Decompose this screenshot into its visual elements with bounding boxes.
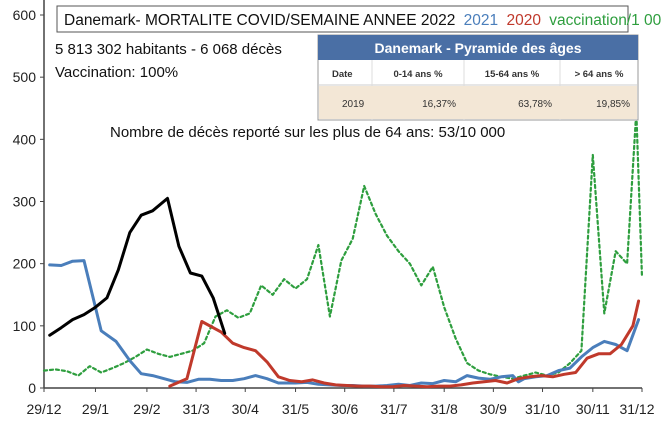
- table-cell-date: 2019: [342, 99, 365, 110]
- info-vaccination: Vaccination: 100%: [55, 64, 178, 81]
- series-line-2021: [48, 259, 641, 388]
- x-tick-label: 31/12: [619, 401, 654, 417]
- table-cell-over-64: 19,85%: [596, 99, 630, 110]
- series-line-2022: [48, 196, 227, 337]
- series-line-vaccination-1-000: [42, 110, 644, 380]
- y-tick-label: 500: [13, 69, 37, 85]
- chart-title: Danemark- MORTALITE COVID/SEMAINE ANNEE …: [64, 12, 661, 29]
- info-population: 5 813 302 habitants - 6 068 décès: [55, 41, 282, 58]
- table-title-bar: [318, 35, 638, 60]
- table-cell-0-14: 16,37%: [422, 99, 456, 110]
- x-tick-label: 30/9: [480, 401, 507, 417]
- table-header-over-64: > 64 ans %: [575, 69, 624, 80]
- x-tick-group: 29/12 29/1 29/2 31/3 30/4 31/5 30/6 31/7 31/8 30/…: [26, 388, 655, 417]
- title-prefix: Danemark- MORTALITE COVID/SEMAINE ANNEE …: [64, 12, 455, 29]
- title-part-2021: 2021: [464, 12, 498, 29]
- x-tick-label: 30/6: [331, 401, 358, 417]
- table-row-bg: [319, 86, 637, 119]
- x-tick-label: 29/2: [133, 401, 160, 417]
- x-tick-label: 31/10: [525, 401, 560, 417]
- table-header-0-14: 0-14 ans %: [393, 69, 443, 80]
- x-tick-label: 31/3: [182, 401, 209, 417]
- y-tick-label: 200: [13, 256, 37, 272]
- y-tick-label: 0: [28, 380, 36, 396]
- table-header-date: Date: [332, 69, 353, 80]
- series-group: [42, 110, 644, 389]
- x-tick-label: 30/11: [576, 401, 610, 417]
- age-pyramid-table: Danemark - Pyramide des âges Date 0-14 a…: [317, 34, 639, 121]
- table-header-15-64: 15-64 ans %: [485, 69, 540, 80]
- x-tick-label: 31/8: [431, 401, 458, 417]
- x-tick-label: 29/12: [26, 401, 61, 417]
- y-tick-label: 600: [13, 7, 37, 23]
- table-title: Danemark - Pyramide des âges: [375, 40, 582, 56]
- y-tick-group: 0 100 200 300 400 500 600: [13, 7, 44, 396]
- title-box: [56, 5, 629, 33]
- y-tick-label: 100: [13, 318, 37, 334]
- title-part-vaccination: vaccination/1 000: [549, 12, 661, 29]
- series-line-2020: [168, 299, 641, 389]
- title-part-2020: 2020: [506, 12, 541, 29]
- annotation-over-64: Nombre de décès reporté sur les plus de …: [110, 124, 505, 141]
- x-tick-label: 31/5: [282, 401, 309, 417]
- x-tick-label: 30/4: [232, 401, 259, 417]
- x-tick-label: 29/1: [82, 401, 109, 417]
- y-tick-label: 400: [13, 131, 37, 147]
- x-tick-label: 31/7: [380, 401, 407, 417]
- y-tick-label: 300: [13, 194, 37, 210]
- table-cell-15-64: 63,78%: [518, 99, 552, 110]
